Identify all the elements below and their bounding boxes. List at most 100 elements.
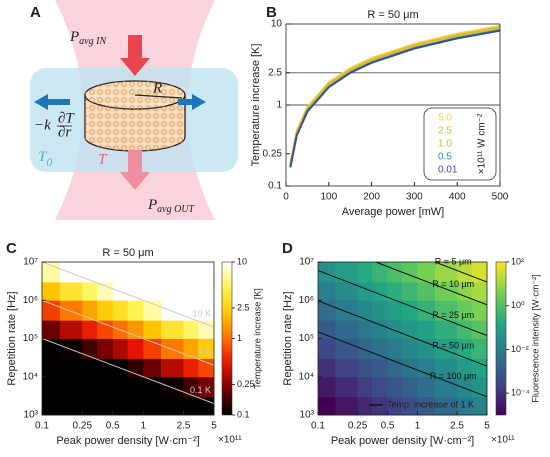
heatmap-cell — [143, 282, 162, 301]
heatmap-cell — [471, 300, 488, 321]
heatmap-cell — [97, 282, 114, 301]
heatmap-cell — [434, 262, 458, 283]
heatmap-cell — [183, 300, 199, 321]
heatmap-cell — [59, 300, 83, 321]
contour-line — [434, 262, 487, 283]
heatmap-cell — [143, 396, 162, 416]
heatmap-cell — [97, 262, 114, 283]
heatmap-cell — [372, 396, 388, 416]
heatmap-cell — [335, 282, 358, 301]
contour-label: 10 K — [192, 308, 211, 318]
contour-label: R = 100 μm — [430, 371, 477, 381]
symbol: T — [38, 149, 48, 165]
heatmap-cell — [357, 358, 373, 378]
heatmap-cell — [335, 262, 358, 283]
panel-label: A — [30, 4, 41, 21]
colorbar-tick-label: 2.5 — [237, 302, 250, 312]
colorbar-tick-label: 10² — [511, 256, 524, 266]
heatmap-cell — [434, 320, 458, 339]
arrow-in — [120, 35, 150, 76]
heatmap-cell — [318, 376, 336, 398]
heatmap-cell — [387, 320, 403, 339]
heatmap-cell — [82, 338, 98, 359]
heatmap-cell — [471, 358, 488, 378]
heatmap-cell — [335, 358, 358, 378]
heatmap-cell — [417, 338, 436, 359]
symbol: P — [147, 197, 157, 213]
heatmap-cell — [183, 358, 199, 378]
heatmap-cell — [127, 376, 144, 398]
y-tick-label: 10⁶ — [299, 295, 314, 306]
heatmap-cell — [112, 262, 128, 283]
heatmap-cell — [434, 358, 458, 378]
heatmap-cell — [82, 300, 98, 321]
heatmap-cell — [82, 282, 98, 301]
heatmap-cell — [318, 338, 336, 359]
heatmap-cell — [357, 320, 373, 339]
heatmap-cell — [387, 262, 403, 283]
heatmap-cell — [457, 376, 472, 398]
heatmap-cell — [198, 262, 215, 283]
heatmap-cell — [318, 282, 336, 301]
heatmap-cell — [457, 320, 472, 339]
heatmap-cell — [198, 358, 215, 378]
y-tick-label: 10 — [271, 19, 283, 30]
x-tick-label: 0.1 — [311, 421, 325, 432]
heatmap-cell — [335, 338, 358, 359]
contour-line — [42, 299, 214, 366]
heatmap-cell — [387, 282, 403, 301]
heatmap-cell — [161, 262, 184, 283]
colorbar-tick-label: 10⁰ — [511, 300, 525, 310]
heatmap-cell — [402, 358, 418, 378]
heatmap-cell — [357, 376, 373, 398]
x-tick-label: 500 — [492, 192, 509, 203]
contour-line — [42, 262, 214, 328]
heatmap-cell — [198, 338, 215, 359]
contour-line — [318, 300, 487, 367]
plot-frame — [285, 23, 501, 187]
y-tick-label: 10⁴ — [23, 371, 38, 382]
heatmap-cell — [402, 338, 418, 359]
heatmap-cell — [457, 338, 472, 359]
x-tick-label: 0.5 — [381, 421, 395, 432]
heatmap-cell — [318, 358, 336, 378]
colorbar — [221, 261, 233, 416]
y-tick-label: 10⁶ — [23, 295, 38, 306]
heatmap-cell — [183, 262, 199, 283]
heatmap-cell — [161, 376, 184, 398]
arrow-left — [34, 94, 70, 110]
heatmap-cell — [402, 282, 418, 301]
cylinder-pattern — [85, 95, 185, 151]
heatmap-cell — [471, 320, 488, 339]
heatmap-cell — [42, 282, 61, 301]
heatmap-cell — [97, 376, 114, 398]
subscript: avg IN — [79, 36, 107, 47]
heatmap-cell — [402, 396, 418, 416]
colorbar-label: Temperature increase [K] — [252, 288, 262, 389]
legend-entry: 2.5 — [438, 126, 452, 137]
y-tick-label: 10⁵ — [299, 333, 314, 344]
contour-line — [318, 270, 487, 336]
contour-label: 1 K — [197, 347, 211, 357]
colorbar — [495, 261, 507, 416]
heatmap-cell — [112, 376, 128, 398]
heatmap-cell — [127, 396, 144, 416]
x-multiplier: ×10¹¹ — [218, 435, 242, 446]
heatmap-cell — [417, 376, 436, 398]
y-tick-label: 10⁷ — [23, 257, 38, 268]
diagram: A Pavg IN Pavg OUT R −k ∂T ∂r T0 T — [30, 0, 238, 220]
subscript: avg OUT — [157, 204, 195, 215]
heatmap-cell — [198, 300, 215, 321]
symbol: P — [69, 29, 79, 45]
heatmap-cell — [97, 320, 114, 339]
radius-line — [134, 94, 183, 99]
y-tick-label: 0.1 — [268, 181, 282, 192]
heatmap-cell — [434, 376, 458, 398]
x-tick-label: 400 — [449, 192, 466, 203]
heatmap-cell — [97, 358, 114, 378]
panel-label: C — [6, 240, 17, 257]
x-tick-label: 2.5 — [177, 421, 191, 432]
heatmap-cell — [198, 376, 215, 398]
heatmap-cell — [143, 358, 162, 378]
